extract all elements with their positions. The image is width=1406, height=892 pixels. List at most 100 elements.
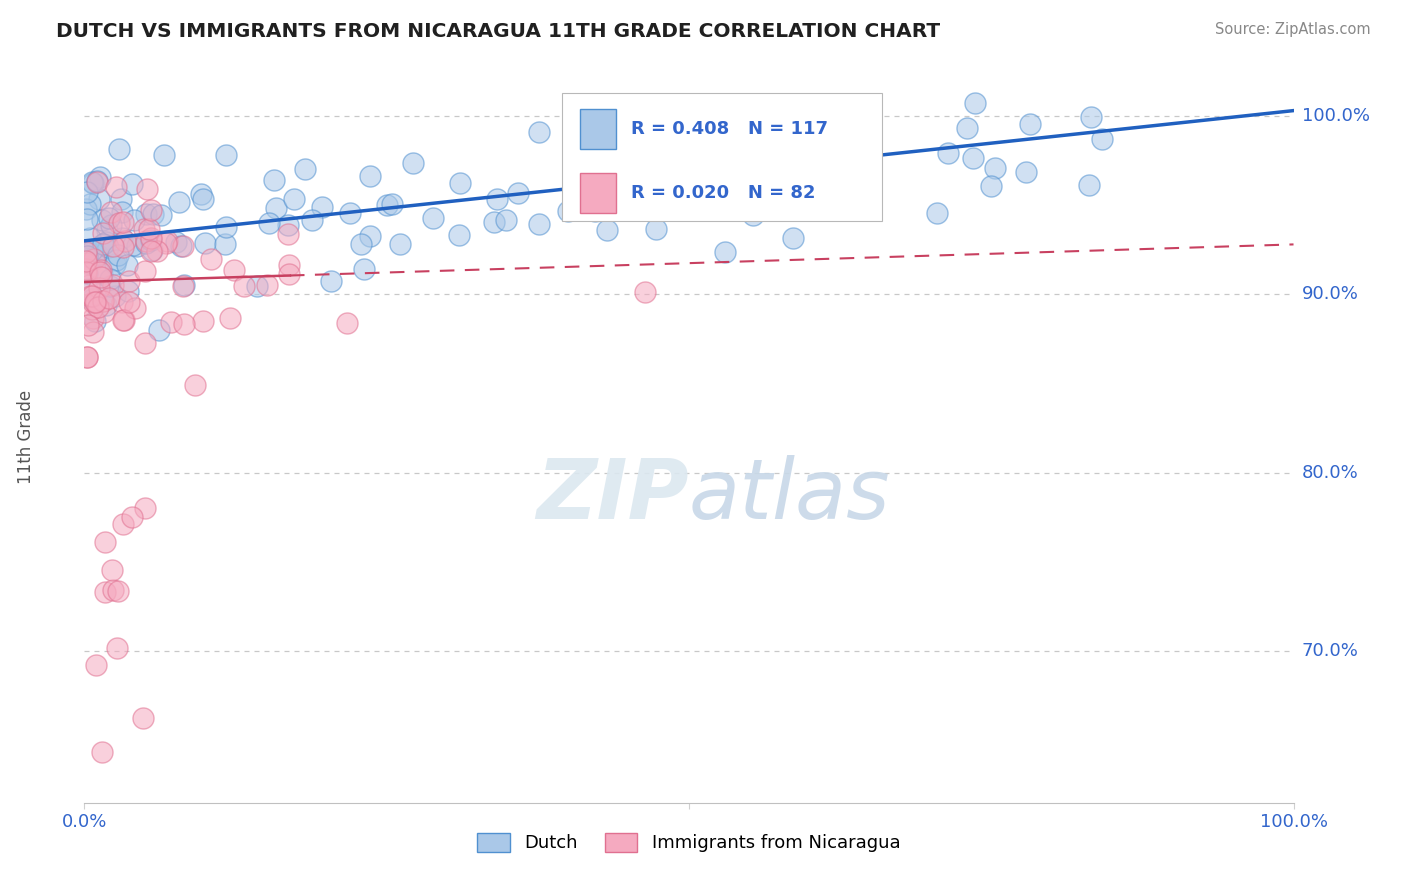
Point	[191, 193, 214, 207]
Point	[76, 212, 98, 227]
Point	[283, 192, 305, 206]
Point	[121, 238, 143, 252]
Point	[96, 235, 118, 249]
Point	[107, 640, 129, 655]
Point	[90, 213, 112, 227]
Point	[98, 211, 121, 225]
Point	[108, 142, 131, 156]
Point	[112, 313, 135, 327]
Point	[105, 252, 128, 267]
Point	[184, 377, 207, 392]
Point	[925, 205, 948, 219]
Point	[82, 311, 104, 326]
Point	[104, 288, 127, 302]
Point	[89, 281, 111, 295]
Point	[76, 351, 98, 365]
Point	[134, 500, 156, 515]
Point	[138, 222, 160, 236]
Point	[495, 212, 517, 227]
Point	[75, 262, 97, 277]
Point	[311, 200, 333, 214]
Point	[84, 295, 107, 310]
Text: R = 0.020   N = 82: R = 0.020 N = 82	[631, 184, 815, 202]
Point	[107, 248, 129, 262]
Point	[562, 180, 585, 194]
Point	[172, 278, 194, 293]
Point	[97, 291, 120, 305]
Point	[485, 192, 508, 206]
Point	[86, 173, 108, 187]
Point	[111, 231, 134, 245]
Point	[84, 247, 107, 261]
Point	[101, 582, 124, 597]
Point	[148, 323, 170, 337]
Point	[97, 240, 120, 254]
Point	[246, 278, 269, 293]
Point	[111, 205, 134, 219]
Point	[141, 243, 163, 257]
Point	[422, 211, 444, 226]
Point	[80, 244, 103, 258]
Point	[359, 229, 381, 244]
Point	[741, 208, 763, 222]
Point	[114, 234, 136, 248]
Point	[77, 278, 100, 293]
Point	[76, 350, 98, 364]
Point	[77, 318, 100, 332]
Text: ZIP: ZIP	[536, 455, 689, 536]
Point	[963, 96, 986, 111]
Legend: Dutch, Immigrants from Nicaragua: Dutch, Immigrants from Nicaragua	[470, 826, 908, 860]
Point	[191, 314, 214, 328]
Point	[336, 316, 359, 330]
Point	[82, 289, 104, 303]
Point	[134, 264, 156, 278]
Point	[277, 227, 299, 241]
Point	[782, 231, 804, 245]
Point	[135, 207, 157, 221]
Point	[108, 216, 131, 230]
Point	[449, 177, 471, 191]
FancyBboxPatch shape	[562, 94, 883, 221]
Point	[714, 244, 737, 259]
Point	[277, 218, 299, 232]
Point	[134, 336, 156, 351]
Point	[87, 248, 110, 262]
Point	[91, 237, 114, 252]
Point	[112, 516, 135, 531]
Point	[118, 294, 141, 309]
FancyBboxPatch shape	[581, 109, 616, 149]
Point	[90, 745, 112, 759]
Point	[79, 197, 101, 211]
Point	[76, 282, 98, 296]
Point	[91, 237, 114, 252]
Point	[190, 186, 212, 201]
Point	[132, 711, 155, 725]
Point	[75, 254, 97, 268]
Text: 80.0%: 80.0%	[1302, 464, 1358, 482]
Point	[167, 194, 190, 209]
Point	[98, 272, 121, 286]
Point	[80, 302, 103, 317]
Point	[80, 175, 103, 189]
Point	[695, 134, 717, 148]
Point	[76, 249, 98, 263]
Point	[79, 230, 101, 244]
Point	[194, 235, 217, 250]
Point	[153, 147, 176, 161]
Point	[90, 267, 112, 281]
Point	[94, 585, 117, 599]
Point	[94, 534, 117, 549]
Point	[508, 186, 530, 200]
Point	[139, 244, 162, 258]
Point	[224, 262, 246, 277]
Point	[215, 219, 238, 234]
Point	[956, 120, 979, 135]
Point	[139, 233, 162, 247]
Point	[82, 176, 104, 190]
Point	[256, 277, 278, 292]
Point	[107, 584, 129, 599]
Point	[75, 255, 97, 269]
Point	[96, 223, 118, 237]
Point	[142, 207, 165, 221]
Text: 11th Grade: 11th Grade	[17, 390, 35, 484]
